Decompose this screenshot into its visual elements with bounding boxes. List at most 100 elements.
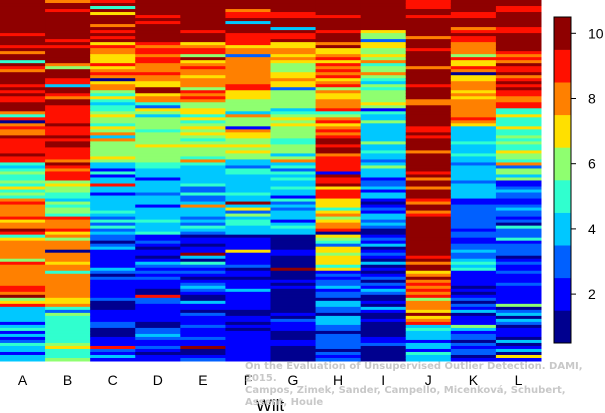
heatmap-cell [315, 231, 362, 236]
heatmap-cell [90, 195, 136, 200]
x-axis-label: Wilt [256, 396, 285, 413]
heatmap-cell [495, 231, 542, 236]
heatmap-cell [225, 198, 271, 203]
heatmap-cell [45, 201, 91, 206]
heatmap-cell [315, 12, 362, 16]
heatmap-cell [270, 117, 317, 121]
heatmap-cell [225, 243, 271, 248]
heatmap-cell [450, 0, 497, 4]
heatmap-cell [315, 21, 362, 25]
heatmap-cell [90, 51, 136, 55]
heatmap-cell [315, 222, 362, 227]
heatmap-cell [495, 240, 542, 245]
heatmap-cell [45, 126, 91, 130]
heatmap-cell [315, 36, 362, 40]
heatmap-cell [405, 75, 452, 79]
heatmap-cell [90, 177, 136, 181]
heatmap-cell [180, 63, 226, 67]
heatmap-cell [180, 195, 226, 200]
heatmap-cell [180, 120, 226, 124]
heatmap-cell [0, 342, 46, 347]
heatmap-cell [360, 102, 407, 106]
heatmap-cell [495, 45, 542, 49]
heatmap-cell [495, 336, 542, 341]
heatmap-cell [450, 354, 497, 359]
heatmap-cell [360, 267, 407, 272]
heatmap-cell [495, 315, 542, 320]
heatmap-cell [360, 36, 407, 40]
heatmap-cell [405, 222, 452, 227]
heatmap-cell [45, 216, 91, 221]
heatmap-cell [225, 75, 271, 79]
heatmap-cell [0, 231, 46, 236]
heatmap-cell [495, 90, 542, 94]
heatmap-cell [180, 138, 226, 142]
heatmap-cell [270, 348, 317, 353]
heatmap-cell [405, 6, 452, 10]
heatmap-cell [180, 0, 226, 4]
heatmap-cell [135, 198, 181, 203]
heatmap-cell [180, 141, 226, 145]
heatmap-cell [0, 102, 46, 106]
heatmap-cell [90, 48, 136, 52]
heatmap-cell [495, 258, 542, 263]
heatmap-cell [405, 321, 452, 326]
heatmap-cell [180, 51, 226, 55]
heatmap-cell [450, 99, 497, 103]
heatmap-cell [405, 117, 452, 121]
heatmap-cell [135, 60, 181, 64]
heatmap-cell [495, 39, 542, 43]
heatmap-cell [450, 228, 497, 233]
heatmap-cell [135, 177, 181, 181]
heatmap-cell [315, 177, 362, 181]
heatmap-cell [360, 144, 407, 148]
heatmap-cell [225, 309, 271, 314]
heatmap-cell [270, 27, 317, 31]
heatmap-cell [0, 165, 46, 169]
heatmap-cell [135, 288, 181, 293]
heatmap-cell [225, 303, 271, 308]
heatmap-cell [45, 303, 91, 308]
heatmap-cell [135, 267, 181, 272]
heatmap-cell [135, 30, 181, 34]
heatmap-cell [0, 204, 46, 209]
x-tick-label-K: K [469, 372, 479, 388]
heatmap-cell [0, 153, 46, 157]
heatmap-cell [315, 348, 362, 353]
heatmap-cell [315, 54, 362, 58]
heatmap-cell [135, 183, 181, 188]
heatmap-cell [360, 18, 407, 22]
heatmap-cell [180, 333, 226, 338]
heatmap-cell [405, 81, 452, 85]
heatmap-cell [360, 156, 407, 160]
heatmap-cell [0, 129, 46, 133]
heatmap-cell [225, 129, 271, 133]
heatmap-cell [90, 327, 136, 332]
heatmap-cell [0, 285, 46, 290]
heatmap-cell [315, 357, 362, 362]
heatmap-cell [45, 354, 91, 359]
heatmap-cell [405, 276, 452, 281]
heatmap-cell [90, 24, 136, 28]
heatmap-cell [405, 300, 452, 305]
heatmap-cell [360, 345, 407, 350]
heatmap-cell [180, 99, 226, 103]
heatmap-cell [180, 342, 226, 347]
heatmap-cell [225, 246, 271, 251]
heatmap-cell [405, 327, 452, 332]
heatmap-cell [405, 198, 452, 203]
heatmap-cell [0, 279, 46, 284]
heatmap-cell [0, 192, 46, 197]
heatmap-cell [315, 228, 362, 233]
heatmap-cell [90, 342, 136, 347]
heatmap-cell [90, 81, 136, 85]
heatmap-cell [405, 225, 452, 230]
heatmap-cell [45, 264, 91, 269]
heatmap-cell [360, 282, 407, 287]
heatmap-cell [0, 348, 46, 353]
heatmap-cell [180, 129, 226, 133]
heatmap-cell [45, 81, 91, 85]
heatmap-cell [180, 357, 226, 362]
heatmap-cell [405, 141, 452, 145]
heatmap-cell [225, 57, 271, 61]
